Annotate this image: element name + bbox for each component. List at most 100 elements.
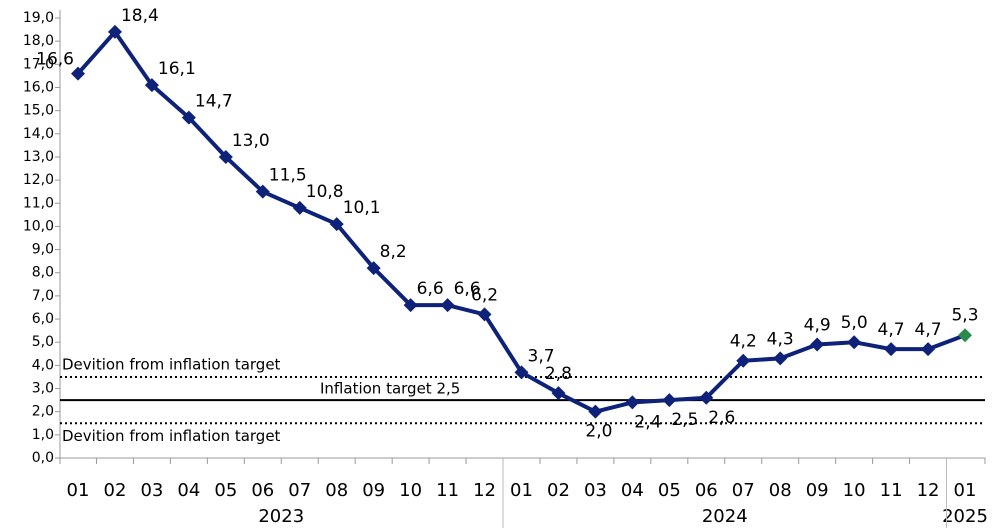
x-tick-label: 11 xyxy=(880,480,903,501)
data-label: 10,1 xyxy=(343,198,381,218)
data-label: 2,8 xyxy=(545,364,572,384)
y-tick-label: 14,0 xyxy=(23,126,54,142)
marker xyxy=(588,404,603,419)
data-label: 5,0 xyxy=(841,313,868,333)
y-tick-label: 3,0 xyxy=(32,381,54,397)
data-label: 10,8 xyxy=(306,182,344,202)
data-label: 2,0 xyxy=(585,422,612,442)
y-tick-label: 9,0 xyxy=(32,242,54,258)
x-tick-label: 09 xyxy=(362,480,385,501)
x-tick-label: 09 xyxy=(806,480,829,501)
data-label: 4,7 xyxy=(878,320,905,340)
marker xyxy=(329,217,344,232)
data-label: 16,6 xyxy=(36,50,74,70)
marker xyxy=(366,261,381,276)
data-label: 2,4 xyxy=(634,412,661,432)
data-label: 2,6 xyxy=(708,408,735,428)
x-tick-label: 12 xyxy=(917,480,940,501)
reference-label: Inflation target 2,5 xyxy=(320,380,460,398)
y-tick-label: 10,0 xyxy=(23,218,54,234)
marker xyxy=(810,337,825,352)
data-label: 14,7 xyxy=(195,92,233,112)
x-tick-label: 05 xyxy=(658,480,681,501)
x-tick-label: 10 xyxy=(843,480,866,501)
marker xyxy=(551,386,566,401)
y-tick-label: 12,0 xyxy=(23,172,54,188)
x-tick-label: 07 xyxy=(288,480,311,501)
y-tick-label: 5,0 xyxy=(32,334,54,350)
x-tick-label: 04 xyxy=(177,480,200,501)
y-tick-label: 6,0 xyxy=(32,311,54,327)
data-label: 6,2 xyxy=(471,285,498,305)
data-label: 4,7 xyxy=(915,320,942,340)
marker xyxy=(440,298,455,313)
data-label: 8,2 xyxy=(380,242,407,262)
y-tick-label: 8,0 xyxy=(32,265,54,281)
marker xyxy=(71,66,85,81)
data-label: 3,7 xyxy=(528,346,555,366)
data-label: 5,3 xyxy=(951,305,978,325)
x-tick-label: 06 xyxy=(695,480,718,501)
marker xyxy=(625,395,640,410)
marker xyxy=(736,353,751,368)
x-tick-label: 04 xyxy=(621,480,644,501)
marker xyxy=(921,342,936,357)
marker xyxy=(218,149,233,164)
x-tick-label: 01 xyxy=(67,480,90,501)
x-tick-label: 03 xyxy=(140,480,163,501)
year-label: 2024 xyxy=(702,506,748,527)
y-tick-label: 15,0 xyxy=(23,103,54,119)
y-tick-label: 18,0 xyxy=(23,33,54,49)
x-tick-label: 05 xyxy=(214,480,237,501)
y-tick-label: 13,0 xyxy=(23,149,54,165)
marker xyxy=(107,24,122,39)
marker xyxy=(477,307,492,322)
marker xyxy=(255,184,270,199)
data-label: 4,9 xyxy=(804,316,831,336)
year-label: 2023 xyxy=(258,506,304,527)
y-tick-label: 0,0 xyxy=(32,450,54,466)
reference-label: Devition from inflation target xyxy=(62,427,281,445)
x-tick-label: 03 xyxy=(584,480,607,501)
reference-label: Devition from inflation target xyxy=(62,355,281,373)
x-tick-label: 11 xyxy=(436,480,459,501)
x-tick-label: 08 xyxy=(325,480,348,501)
marker xyxy=(144,78,159,93)
y-tick-label: 17,0 xyxy=(23,56,54,72)
marker xyxy=(884,342,899,357)
x-tick-label: 07 xyxy=(732,480,755,501)
y-tick-label: 1,0 xyxy=(32,427,54,443)
x-tick-label: 01 xyxy=(510,480,533,501)
marker xyxy=(181,110,196,125)
marker xyxy=(958,328,972,343)
x-tick-label: 02 xyxy=(104,480,127,501)
y-tick-label: 16,0 xyxy=(23,79,54,95)
data-label: 4,3 xyxy=(767,329,794,349)
x-tick-label: 12 xyxy=(473,480,496,501)
marker xyxy=(514,365,529,380)
marker xyxy=(403,298,418,313)
marker xyxy=(699,390,714,405)
data-label: 6,6 xyxy=(454,279,481,299)
x-tick-label: 01 xyxy=(954,480,977,501)
x-tick-label: 06 xyxy=(251,480,274,501)
y-tick-label: 7,0 xyxy=(32,288,54,304)
data-label: 16,1 xyxy=(158,59,196,79)
x-tick-label: 02 xyxy=(547,480,570,501)
x-tick-label: 08 xyxy=(769,480,792,501)
year-label: 2025 xyxy=(942,506,988,527)
x-tick-label: 10 xyxy=(399,480,422,501)
marker xyxy=(773,351,788,366)
y-tick-label: 19,0 xyxy=(23,10,54,26)
data-label: 6,6 xyxy=(417,279,444,299)
data-label: 2,5 xyxy=(671,410,698,430)
marker xyxy=(847,335,862,350)
y-tick-label: 11,0 xyxy=(23,195,54,211)
data-label: 11,5 xyxy=(269,166,307,186)
marker xyxy=(292,200,307,215)
data-label: 13,0 xyxy=(232,131,270,151)
y-tick-label: 4,0 xyxy=(32,357,54,373)
marker xyxy=(662,393,677,408)
data-label: 4,2 xyxy=(730,332,757,352)
